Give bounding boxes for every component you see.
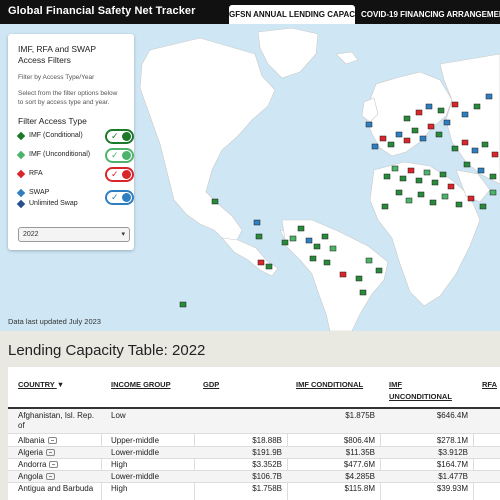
country-cell: Angola [18,472,55,482]
filter-imf-unconditional: IMF (Unconditional) ✓ [16,147,134,164]
table-row[interactable]: Albania Upper-middle $18.88B $806.4M $27… [8,434,500,447]
gdp-cell: $3.352B [252,460,282,469]
header-divider [8,407,500,409]
landmasses [139,27,500,331]
table-row[interactable]: Antigua and Barbuda High $1.758B $115.8M… [8,483,500,500]
check-icon: ✓ [111,192,119,202]
table-row[interactable]: Angola Lower-middle $106.7B $4.285B $1.4… [8,471,500,483]
filter-label: SWAP [29,189,50,196]
diamond-icon [16,199,26,209]
filter-label: IMF (Unconditional) [29,151,91,158]
tab-annual-lending-capacity[interactable]: GFSN ANNUAL LENDING CAPACITY [229,5,368,24]
column-header-imf-unconditional[interactable]: IMF UNCONDITIONAL [389,380,452,401]
toggle-knob [122,193,131,202]
app-title: Global Financial Safety Net Tracker [8,5,196,17]
gdp-cell: $106.7B [252,472,282,481]
imf-unconditional-cell: $646.4M [436,411,468,420]
data-updated-note: Data last updated July 2023 [8,317,101,326]
country-cell: Antigua and Barbuda [18,484,94,493]
toggle-imf-unconditional[interactable]: ✓ [105,148,134,163]
info-icon[interactable] [45,449,55,456]
country-cell: Afghanistan, Isl. Rep. of [18,411,95,430]
filter-swap: SWAP [16,185,124,202]
imf-unconditional-cell: $3.912B [438,448,468,457]
table-row[interactable]: Algeria Lower-middle $191.9B $11.35B $3.… [8,447,500,459]
filter-label: Unlimited Swap [29,200,78,207]
imf-unconditional-cell: $39.93M [436,484,468,493]
diamond-icon [16,150,26,160]
imf-conditional-cell: $477.6M [343,460,375,469]
income-group-cell: Lower-middle [111,448,160,457]
diamond-icon [16,169,26,179]
world-map[interactable] [0,24,500,331]
filter-label: RFA [29,170,43,177]
income-group-cell: High [111,460,128,469]
sort-desc-icon: ▼ [56,380,65,389]
income-group-cell: Lower-middle [111,472,160,481]
toggle-knob [122,151,131,160]
column-header-rfa[interactable]: RFA [482,380,497,389]
year-select[interactable]: 2022 ▾ [18,227,130,242]
info-icon[interactable] [49,461,59,468]
top-bar: Global Financial Safety Net Tracker GFSN… [0,0,500,24]
toggle-knob [122,132,131,141]
filter-unlimited-swap: Unlimited Swap ✓ [16,190,134,213]
column-header-country[interactable]: COUNTRY ▼ [18,380,65,389]
imf-conditional-cell: $11.35B [345,448,375,457]
imf-conditional-cell: $806.4M [343,436,375,445]
filter-panel-title: IMF, RFA and SWAP Access Filters [18,44,96,65]
check-icon: ✓ [111,131,119,141]
filter-panel-description: Select from the filter options below to … [18,90,118,106]
toggle-rfa[interactable]: ✓ [105,167,134,182]
imf-conditional-cell: $115.8M [344,484,375,493]
filter-panel: IMF, RFA and SWAP Access Filters Filter … [8,34,134,250]
imf-unconditional-cell: $278.1M [436,436,468,445]
country-cell: Albania [18,436,57,446]
lending-capacity-table: COUNTRY ▼ INCOME GROUP GDP IMF CONDITION… [8,367,500,500]
country-cell: Algeria [18,448,55,458]
year-select-value: 2022 [23,231,39,238]
diamond-icon [16,131,26,141]
toggle-swap[interactable]: ✓ [105,190,134,205]
income-group-cell: Upper-middle [111,436,160,445]
tab-covid-financing[interactable]: COVID-19 FINANCING ARRANGEMENTS [361,5,500,24]
info-icon[interactable] [47,437,57,444]
map-canvas [139,27,500,331]
gdp-cell: $191.9B [252,448,282,457]
toggle-knob [122,170,131,179]
column-header-income-group[interactable]: INCOME GROUP [111,380,171,389]
table-row[interactable]: Andorra High $3.352B $477.6M $164.7M [8,459,500,471]
filter-label: IMF (Conditional) [29,132,83,139]
income-group-cell: High [111,484,128,493]
imf-conditional-cell: $1.875B [345,411,375,420]
column-header-imf-conditional[interactable]: IMF CONDITIONAL [296,380,364,389]
table-row[interactable]: Afghanistan, Isl. Rep. of Low $1.875B $6… [8,409,500,434]
check-icon: ✓ [111,169,119,179]
gdp-cell: $18.88B [252,436,282,445]
map-markers [179,93,499,308]
income-group-cell: Low [111,411,126,420]
filter-rfa: RFA ✓ [16,166,134,183]
imf-conditional-cell: $4.285B [345,472,375,481]
check-icon: ✓ [111,150,119,160]
filter-imf-conditional: IMF (Conditional) ✓ [16,128,134,145]
toggle-imf-conditional[interactable]: ✓ [105,129,134,144]
filter-access-type-heading: Filter Access Type [18,116,87,126]
imf-unconditional-cell: $164.7M [436,460,468,469]
gdp-cell: $1.758B [252,484,282,493]
table-title: Lending Capacity Table: 2022 [8,342,206,359]
filter-panel-subtitle: Filter by Access Type/Year [18,74,95,81]
column-header-gdp[interactable]: GDP [203,380,220,389]
country-cell: Andorra [18,460,59,470]
info-icon[interactable] [45,473,55,480]
imf-unconditional-cell: $1.477B [438,472,468,481]
chevron-down-icon: ▾ [121,231,125,238]
